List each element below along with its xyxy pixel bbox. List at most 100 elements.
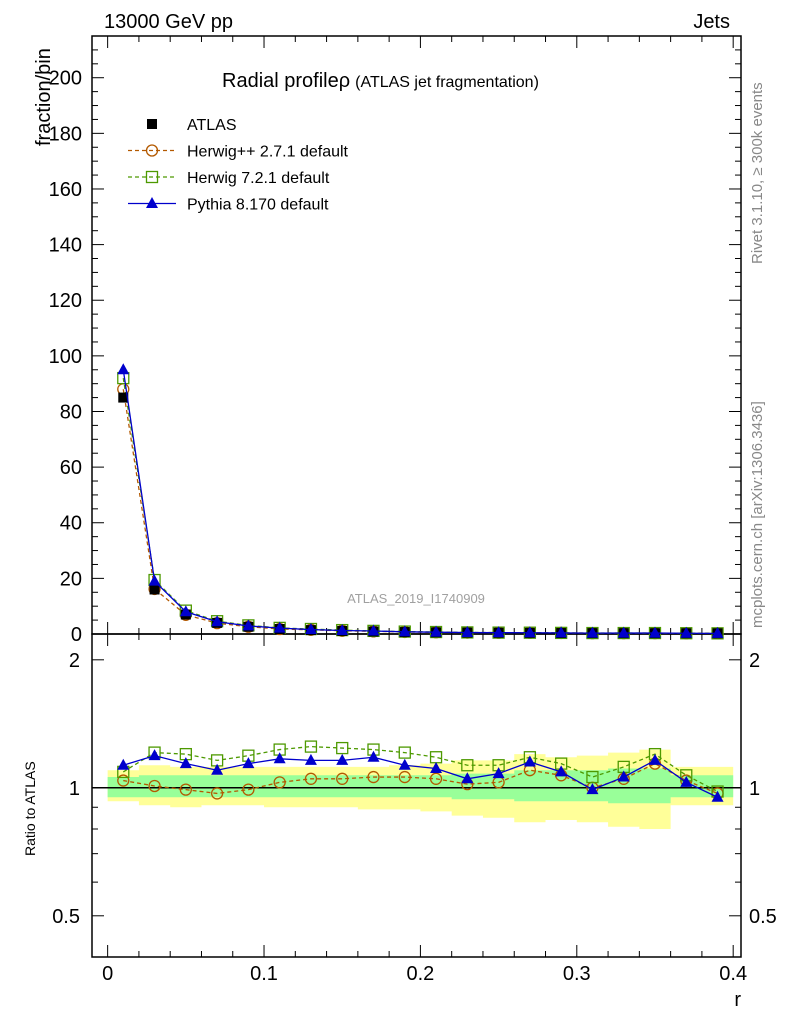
x-tick-label: 0.2	[407, 963, 435, 985]
main-marker-pythia-8-170-default	[461, 626, 474, 638]
ratio-marker-pythia-8-170-default	[398, 758, 411, 770]
main-y-tick-label: 160	[49, 179, 82, 201]
main-marker-pythia-8-170-default	[148, 574, 161, 586]
ratio-marker-herwig-2-7-1-default	[148, 779, 161, 793]
main-marker-pythia-8-170-default	[617, 626, 630, 638]
main-series-pythia-8-170-default	[117, 363, 724, 638]
ratio-marker-pythia-8-170-default	[492, 767, 505, 779]
main-marker-pythia-8-170-default	[242, 619, 255, 631]
ratio-marker-pythia-8-170-default	[555, 765, 568, 777]
rivet-version-label: Rivet 3.1.10, ≥ 300k events	[749, 82, 766, 264]
main-marker-pythia-8-170-default	[273, 621, 286, 633]
ratio-marker-pythia-8-170-default	[430, 762, 443, 774]
data-series	[117, 363, 724, 802]
ratio-y-tick-label: 1	[69, 778, 80, 800]
ratio-marker-pythia-8-170-default	[336, 753, 349, 765]
legend-marker	[147, 119, 157, 129]
ratio-marker-herwig-7-2-1-default	[336, 741, 349, 755]
ratio-marker-pythia-8-170-default	[680, 775, 693, 787]
ratio-y-tick-label: 2	[749, 650, 760, 672]
main-marker-atlas	[149, 584, 160, 595]
legend-entry-herwig-2-7-1-default: Herwig++ 2.7.1 default	[128, 144, 349, 161]
main-y-tick-label: 80	[60, 401, 82, 423]
x-tick-label: 0.4	[719, 963, 747, 985]
ratio-marker-pythia-8-170-default	[461, 772, 474, 784]
ratio-y-tick-label: 0.5	[52, 906, 80, 928]
main-y-tick-label: 200	[49, 68, 82, 90]
main-y-tick-label: 0	[71, 624, 82, 646]
main-marker-pythia-8-170-default	[211, 615, 224, 627]
ratio-bands	[107, 749, 734, 830]
main-marker-pythia-8-170-default	[555, 626, 568, 638]
main-marker-pythia-8-170-default	[304, 623, 317, 635]
main-marker-pythia-8-170-default	[179, 605, 192, 617]
main-line-pythia-8-170-default	[122, 369, 718, 635]
main-marker-pythia-8-170-default	[711, 626, 724, 638]
main-marker-pythia-8-170-default	[336, 623, 349, 635]
legend-label: Herwig 7.2.1 default	[187, 170, 330, 187]
main-marker-pythia-8-170-default	[430, 625, 443, 637]
main-y-tick-label: 60	[60, 457, 82, 479]
ratio-marker-herwig-2-7-1-default	[429, 772, 443, 785]
legend-marker	[145, 170, 159, 184]
ratio-marker-pythia-8-170-default	[273, 752, 286, 764]
legend-entry-pythia-8-170-default: Pythia 8.170 default	[128, 197, 329, 214]
main-y-axis-label: fraction/bin	[33, 48, 55, 146]
main-marker-pythia-8-170-default	[586, 626, 599, 638]
ratio-marker-pythia-8-170-default	[304, 753, 317, 765]
chart-title-text: Radial profile	[222, 70, 339, 92]
ratio-marker-pythia-8-170-default	[523, 755, 536, 767]
ratio-marker-pythia-8-170-default	[211, 763, 224, 775]
chart-title: Radial profileρ (ATLAS jet fragmentation)	[222, 70, 539, 92]
ratio-y-axis-label: Ratio to ATLAS	[22, 761, 38, 856]
legend-marker	[145, 144, 159, 157]
ratio-series-pythia-8-170-default	[117, 749, 724, 802]
main-y-tick-label: 120	[49, 290, 82, 312]
chart-title-symbol: ρ	[339, 70, 350, 92]
legend-entry-herwig-7-2-1-default: Herwig 7.2.1 default	[128, 170, 330, 187]
x-tick-label: 0.3	[563, 963, 591, 985]
legend-label: Pythia 8.170 default	[187, 197, 329, 214]
ratio-line-pythia-8-170-default	[123, 755, 718, 798]
ratio-marker-pythia-8-170-default	[117, 758, 130, 770]
ratio-marker-pythia-8-170-default	[648, 753, 661, 765]
ratio-y-tick-label: 0.5	[749, 906, 777, 928]
mcplots-reference-label: mcplots.cern.ch [arXiv:1306.3436]	[749, 401, 766, 628]
ratio-marker-herwig-2-7-1-default	[242, 783, 255, 796]
x-tick-label: 0	[102, 963, 113, 985]
ratio-marker-pythia-8-170-default	[617, 770, 630, 782]
ratio-band-inner	[107, 768, 734, 804]
legend: ATLAS Herwig++ 2.7.1 default Herwig 7.2.1 …	[128, 117, 349, 214]
ratio-marker-herwig-2-7-1-default	[367, 770, 380, 784]
main-marker-pythia-8-170-default	[367, 624, 380, 636]
x-axis-label: r	[734, 989, 741, 1011]
legend-marker	[146, 197, 158, 208]
chart-subtitle: (ATLAS jet fragmentation)	[355, 74, 539, 91]
ratio-marker-herwig-2-7-1-default	[179, 783, 192, 796]
legend-label: Herwig++ 2.7.1 default	[187, 144, 349, 161]
axis-ticks: 0 20 40 60 80 100 120 140 160 180 200 0 0.1 0.2 0.3 0.4…	[49, 35, 777, 985]
main-y-tick-label: 20	[60, 568, 82, 590]
ratio-marker-herwig-2-7-1-default	[117, 774, 130, 787]
ratio-marker-herwig-2-7-1-default	[304, 772, 318, 785]
main-marker-pythia-8-170-default	[648, 626, 661, 638]
main-marker-pythia-8-170-default	[680, 626, 693, 638]
ratio-plot-frame	[91, 633, 742, 958]
ratio-marker-pythia-8-170-default	[242, 757, 255, 769]
energy-label: 13000 GeV pp	[104, 11, 233, 33]
ratio-marker-pythia-8-170-default	[586, 783, 599, 795]
legend-label: ATLAS	[187, 117, 237, 134]
main-marker-atlas	[118, 392, 129, 403]
main-marker-pythia-8-170-default	[492, 626, 505, 638]
process-label: Jets	[693, 11, 730, 33]
main-marker-pythia-8-170-default	[523, 626, 536, 638]
ratio-marker-herwig-2-7-1-default	[398, 770, 411, 784]
axes-frames	[91, 35, 742, 958]
main-y-tick-label: 100	[49, 346, 82, 368]
ratio-marker-herwig-7-2-1-default	[304, 740, 318, 753]
ratio-marker-herwig-2-7-1-default	[273, 776, 286, 789]
ratio-marker-pythia-8-170-default	[148, 749, 161, 761]
legend-entry-atlas: ATLAS	[147, 117, 237, 134]
main-y-tick-label: 40	[60, 513, 82, 535]
